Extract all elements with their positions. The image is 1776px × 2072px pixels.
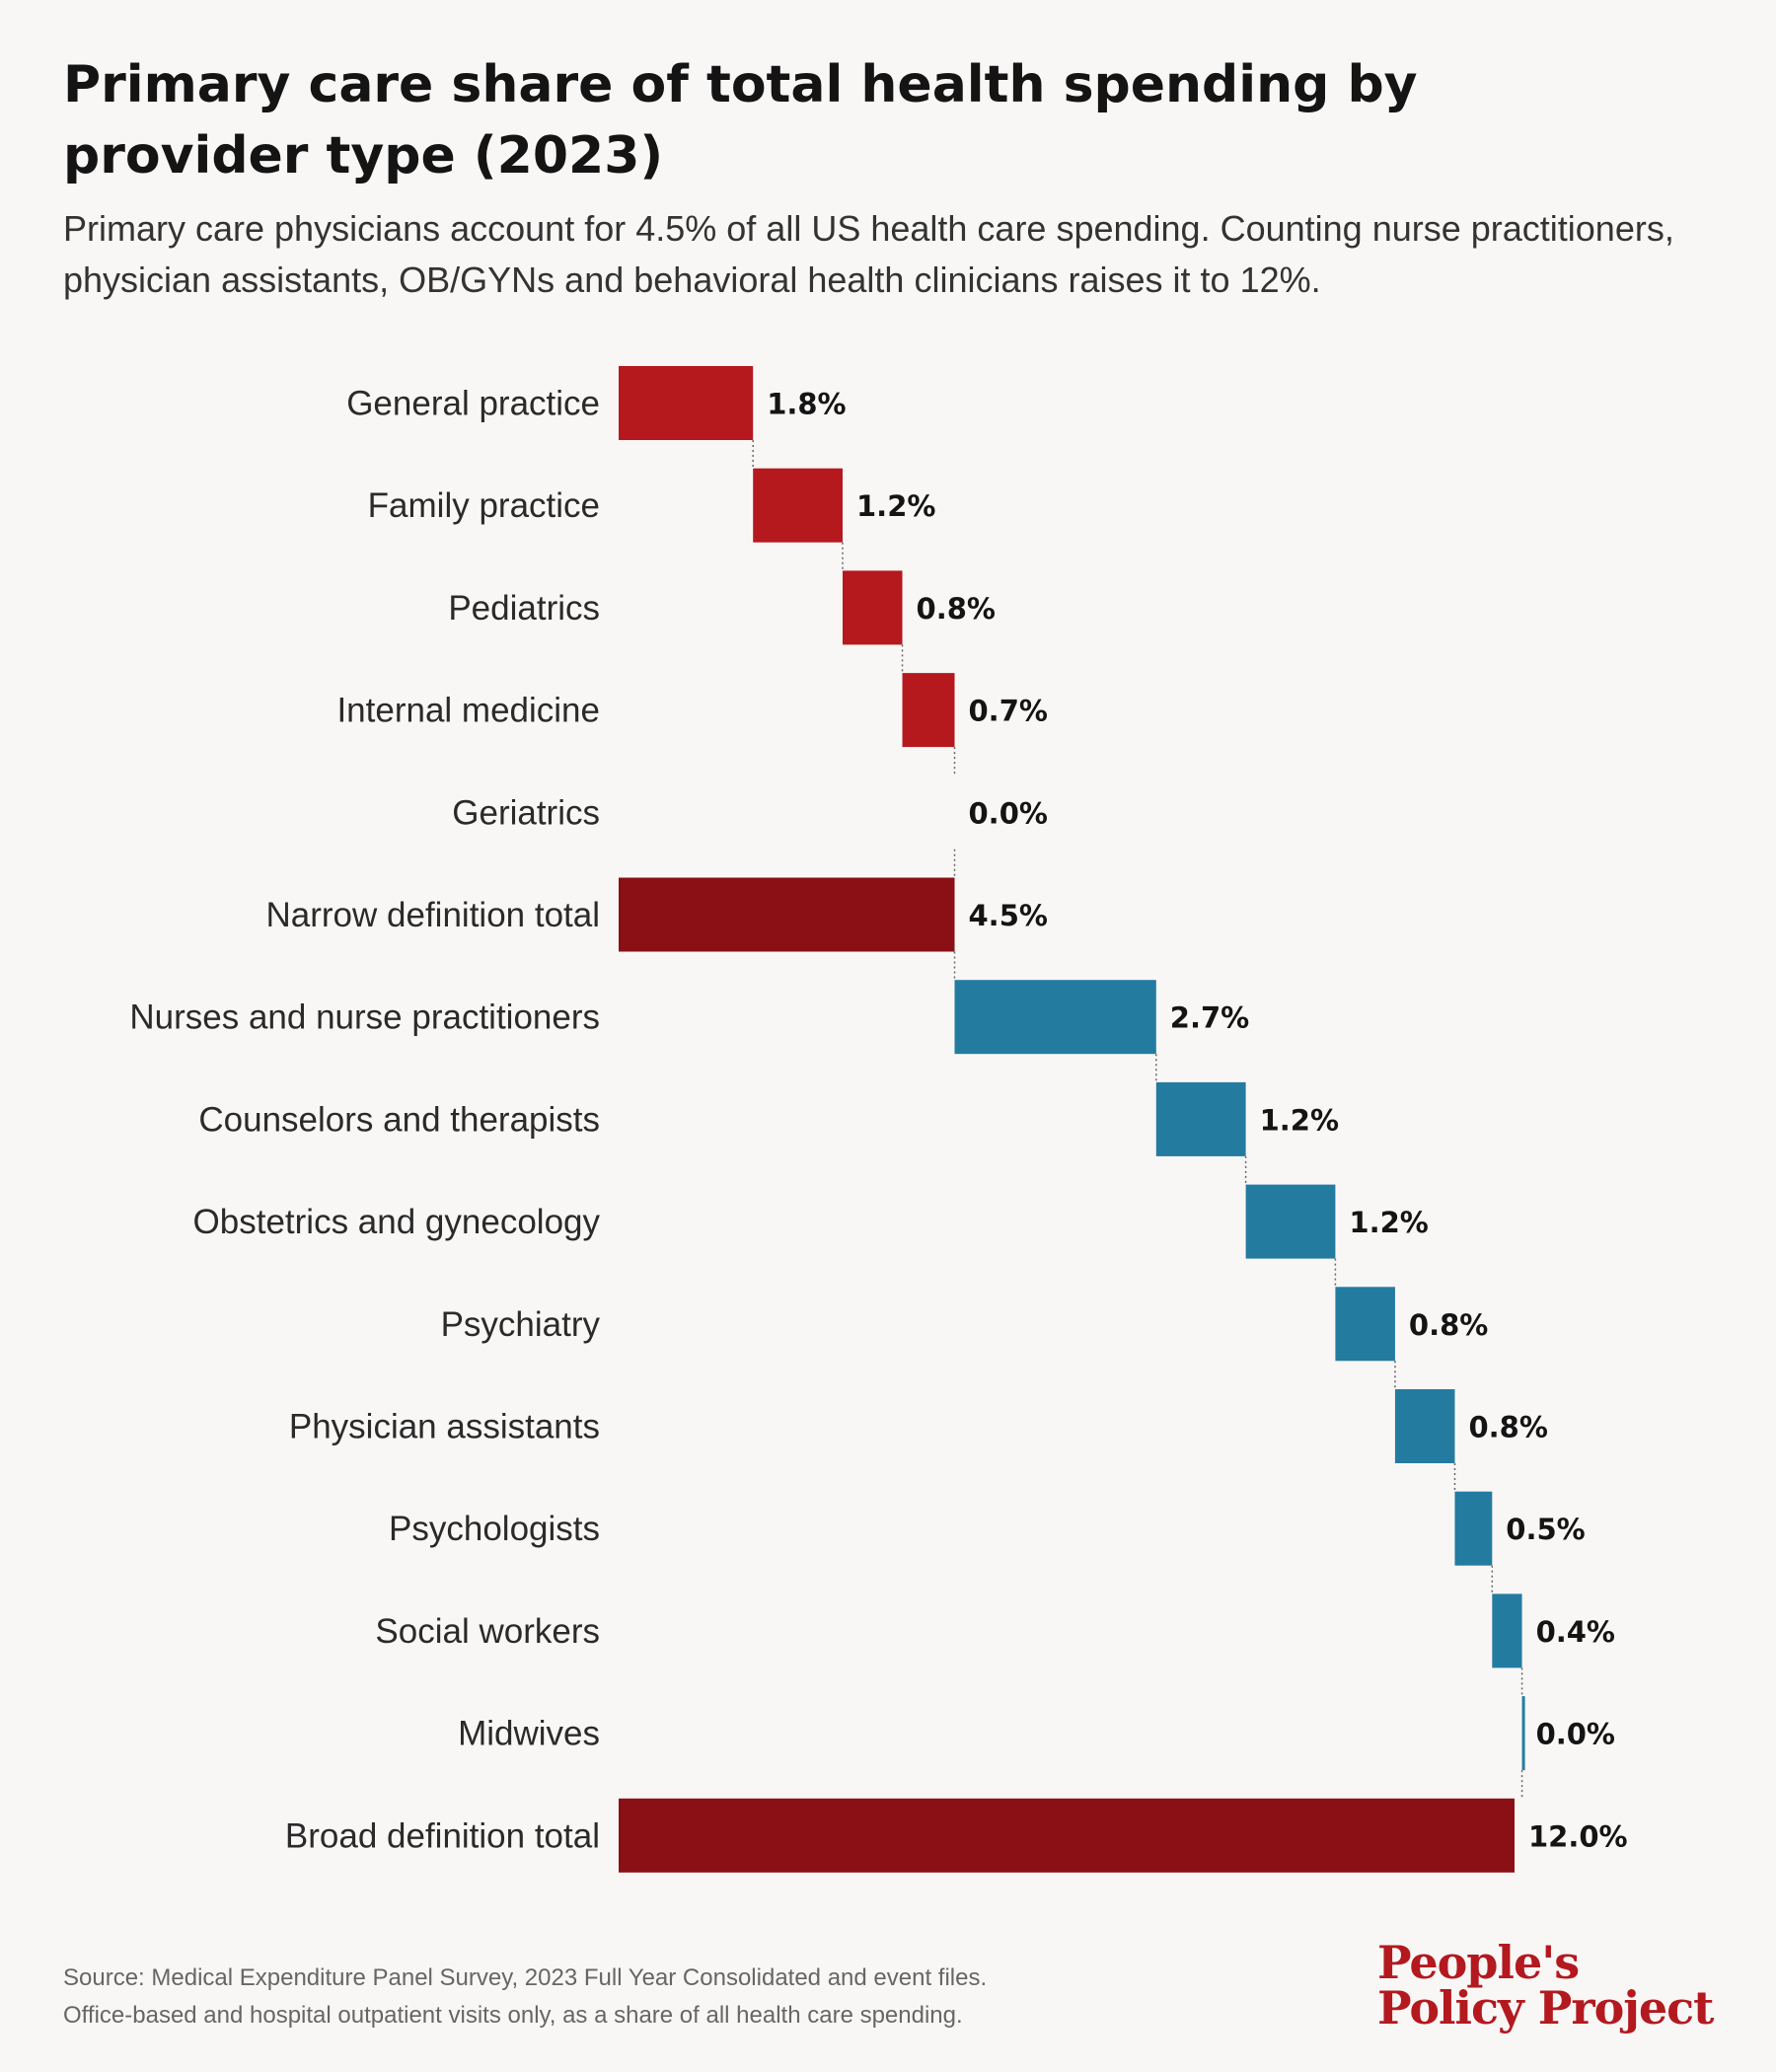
value-label-counselors-and-therapists: 1.2% [1260,1103,1339,1137]
bar-psychologists [1454,1491,1493,1566]
chart-subtitle: Primary care physicians account for 4.5%… [63,208,1674,300]
logo-line-2: Policy Project [1377,1981,1714,2035]
category-label-family-practice: Family practice [368,486,600,525]
bar-family-practice [753,468,843,543]
category-label-nurses-and-nurse-practitioners: Nurses and nurse practitioners [129,999,600,1037]
chart-title: Primary care share of total health spend… [63,55,1418,185]
category-label-narrow-definition-total: Narrow definition total [266,896,601,934]
value-label-internal-medicine: 0.7% [969,695,1048,728]
logo-line-1: People's [1377,1936,1580,1989]
value-label-midwives: 0.0% [1536,1718,1615,1751]
category-label-counselors-and-therapists: Counselors and therapists [198,1100,600,1139]
value-label-physician-assistants: 0.8% [1468,1411,1547,1444]
bar-physician-assistants [1394,1389,1455,1463]
value-label-psychologists: 0.5% [1506,1513,1585,1546]
category-label-pediatrics: Pediatrics [448,589,600,628]
bar-internal-medicine [902,673,955,748]
bar-broad-definition-total [619,1798,1515,1873]
source-line-2: Office-based and hospital outpatient vis… [63,2002,963,2029]
value-label-nurses-and-nurse-practitioners: 2.7% [1170,1001,1249,1035]
value-label-pediatrics: 0.8% [917,592,996,626]
category-label-physician-assistants: Physician assistants [289,1408,600,1446]
waterfall-chart: General practice 1.8% Family practice 1.2% P… [129,366,1628,1873]
value-label-family-practice: 1.2% [856,489,935,523]
bar-psychiatry [1335,1287,1395,1362]
source-note: Source: Medical Expenditure Panel Survey… [63,1960,1247,2035]
category-label-geriatrics: Geriatrics [452,793,600,832]
bar-pediatrics [843,570,903,645]
value-label-obstetrics-and-gynecology: 1.2% [1349,1206,1428,1239]
value-label-psychiatry: 0.8% [1409,1308,1488,1342]
category-label-general-practice: General practice [346,385,600,423]
bar-narrow-definition-total [619,877,955,952]
value-label-geriatrics: 0.0% [969,796,1048,830]
bar-nurses-and-nurse-practitioners [954,980,1156,1055]
category-label-social-workers: Social workers [375,1612,600,1651]
category-label-psychiatry: Psychiatry [441,1305,601,1344]
category-label-internal-medicine: Internal medicine [336,692,600,730]
value-label-broad-definition-total: 12.0% [1528,1819,1628,1853]
peoples-policy-project-logo: People's Policy Project [1377,1936,1714,2035]
category-label-broad-definition-total: Broad definition total [285,1816,600,1855]
value-label-general-practice: 1.8% [767,388,846,421]
bar-obstetrics-and-gynecology [1245,1184,1336,1259]
bar-midwives [1521,1696,1525,1771]
bar-social-workers [1492,1593,1522,1668]
value-label-social-workers: 0.4% [1536,1615,1615,1649]
value-label-narrow-definition-total: 4.5% [969,899,1048,932]
bar-general-practice [619,366,754,440]
source-line-1: Source: Medical Expenditure Panel Survey… [63,1964,988,1991]
category-label-obstetrics-and-gynecology: Obstetrics and gynecology [193,1203,601,1241]
category-label-psychologists: Psychologists [389,1510,600,1548]
category-label-midwives: Midwives [458,1715,600,1753]
bar-counselors-and-therapists [1155,1081,1246,1156]
